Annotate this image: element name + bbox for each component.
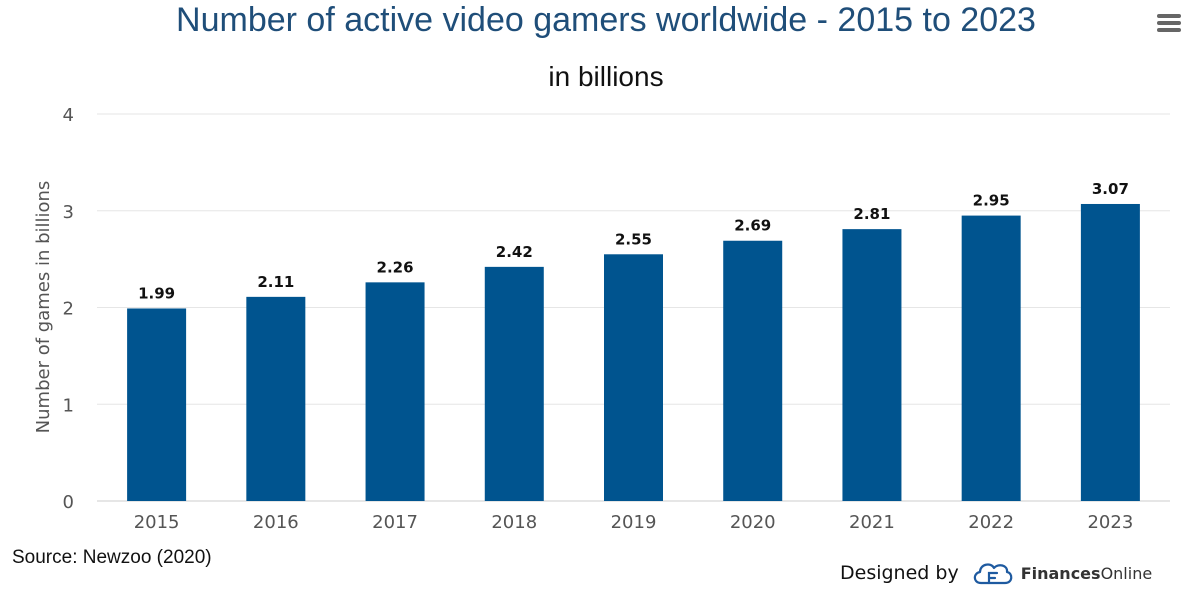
- x-tick-label-2017: 2017: [372, 512, 418, 533]
- data-label-2021: 2.81: [853, 205, 890, 223]
- data-label-2016: 2.11: [257, 273, 294, 291]
- bar-2021[interactable]: [842, 229, 902, 501]
- financesonline-logo-icon: [973, 563, 1013, 585]
- x-tick-label-2021: 2021: [849, 512, 895, 533]
- bar-2017[interactable]: [365, 282, 425, 501]
- designer-credit[interactable]: Designed by FinancesOnline: [840, 558, 1152, 588]
- data-label-2017: 2.26: [377, 258, 414, 276]
- data-label-2023: 3.07: [1092, 180, 1129, 198]
- hamburger-menu-icon: [1157, 28, 1181, 32]
- x-tick-label-2016: 2016: [253, 512, 299, 533]
- y-tick-label: 1: [63, 395, 74, 416]
- y-axis-ticks: 0 1 2 3 4: [63, 105, 74, 513]
- bar-2015[interactable]: [127, 308, 187, 501]
- data-label-2015: 1.99: [138, 284, 175, 302]
- x-axis-ticks: 2015 2016 2017 2018 2019 2020 2021 2022 2023: [134, 512, 1134, 533]
- brand-name: FinancesOnline: [1021, 564, 1152, 583]
- data-label-2018: 2.42: [496, 243, 533, 261]
- y-axis-title: Number of games in billions: [33, 181, 54, 434]
- hamburger-menu-icon: [1157, 21, 1181, 25]
- x-tick-label-2023: 2023: [1087, 512, 1133, 533]
- x-tick-label-2019: 2019: [611, 512, 657, 533]
- bar-2016[interactable]: [246, 296, 306, 501]
- data-label-2019: 2.55: [615, 230, 652, 248]
- y-tick-label: 3: [63, 202, 74, 223]
- y-tick-label: 0: [63, 492, 74, 513]
- y-tick-label: 4: [63, 105, 74, 126]
- chart-subtitle: in billions: [548, 61, 664, 92]
- y-tick-label: 2: [63, 299, 74, 320]
- data-labels: 1.99 2.11 2.26 2.42 2.55 2.69 2.81 2.95 3.07: [138, 180, 1129, 302]
- credit-prefix: Designed by: [840, 562, 959, 584]
- source-text: Source: Newzoo (2020): [12, 547, 212, 568]
- bar-2022[interactable]: [961, 215, 1021, 501]
- bars: [127, 203, 1140, 502]
- chart-title: Number of active video gamers worldwide …: [176, 1, 1036, 39]
- bar-2018[interactable]: [484, 266, 544, 501]
- data-label-2022: 2.95: [973, 192, 1010, 210]
- data-label-2020: 2.69: [734, 217, 771, 235]
- brand-name-regular: Online: [1100, 563, 1153, 583]
- x-tick-label-2020: 2020: [730, 512, 776, 533]
- x-tick-label-2018: 2018: [491, 512, 537, 533]
- x-tick-label-2022: 2022: [968, 512, 1014, 533]
- bar-2020[interactable]: [723, 240, 783, 501]
- hamburger-menu-icon: [1157, 14, 1181, 18]
- bar-2023[interactable]: [1080, 203, 1140, 502]
- chart-menu-button[interactable]: [1155, 12, 1183, 34]
- brand-name-bold: Finances: [1020, 563, 1101, 583]
- bar-2019[interactable]: [604, 254, 663, 501]
- x-tick-label-2015: 2015: [134, 512, 180, 533]
